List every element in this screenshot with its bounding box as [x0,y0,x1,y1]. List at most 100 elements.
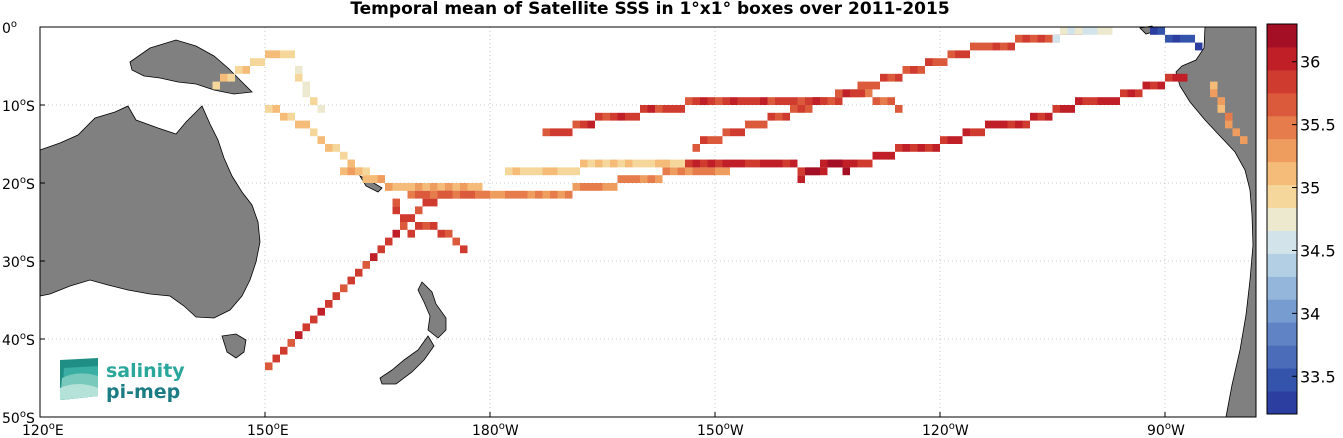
sss-cell [617,159,625,168]
sss-cell [475,190,483,199]
sss-cell [565,128,573,137]
logo-wave-icon [60,358,98,400]
sss-cell [797,105,805,113]
sss-cell [617,112,625,121]
sss-cell [602,112,610,121]
sss-cell [610,159,618,168]
sss-cell [1142,81,1150,90]
lat-tick-label: 50oS [2,409,35,427]
sss-cell [572,167,580,176]
sss-cell [1180,34,1188,43]
land-masses [39,25,1257,418]
sss-cell [535,190,543,199]
sss-cell [857,159,865,168]
colorbar-segment [1267,161,1297,186]
sss-cell [925,144,933,152]
sss-cell [482,190,490,199]
new-zealand-north-island [417,281,447,339]
sss-cell [445,190,453,199]
sss-cell [452,237,460,246]
sss-cell [422,190,430,199]
sss-cell [347,167,355,176]
sss-cell [715,167,723,176]
sss-cell [925,58,933,66]
sss-cell [970,42,978,51]
sss-cell [407,190,415,199]
sss-cell [377,175,385,183]
sss-cell [760,120,768,129]
sss-cell [317,307,325,316]
sss-cell [1217,97,1225,105]
sss-cell [617,175,625,183]
sss-cell [685,97,693,105]
sss-cell [610,112,618,121]
sss-cell [857,89,865,98]
sss-cell [700,167,708,176]
sss-cell [557,190,565,199]
sss-cell [775,112,783,121]
colorbar: 33.5 34 34.5 35 35.5 36 [1266,23,1336,415]
colorbar-tick-label: 33.5 [1300,367,1336,386]
sss-cell [730,97,738,105]
sss-cell [422,222,430,230]
sss-cell [505,167,513,176]
sss-cell [385,183,393,191]
sss-cell [827,97,835,105]
sss-cell [707,159,715,168]
sss-cell [332,292,340,300]
sss-cell [550,167,558,176]
sss-cell [940,136,948,144]
sss-cell [677,167,685,176]
sss-cell [647,159,655,168]
lon-tick-label: 120oW [922,421,969,438]
sss-cell [715,159,723,168]
sss-cell [1187,34,1195,43]
sss-cell [947,136,955,144]
sss-cell [1150,27,1158,35]
sss-cell [497,190,505,199]
sss-cell [340,151,348,160]
sss-cell [602,183,610,191]
sss-cell [797,97,805,105]
sss-cell [662,167,670,176]
sss-cell [580,183,588,191]
colorbar-tick-label: 34 [1300,304,1320,323]
lat-tick-label: 20oS [2,175,35,193]
sss-cell [692,97,700,105]
sss-cell [962,50,970,59]
sss-cell [917,66,925,74]
sss-cell [355,268,363,277]
sss-cell [415,222,423,230]
sss-cell [857,81,865,90]
sss-cell [775,159,783,168]
sss-cell [1060,105,1068,113]
sss-cell [685,159,693,168]
sss-cell [842,167,850,176]
sss-cell [752,159,760,168]
sss-cell [955,50,963,59]
sss-cell [595,183,603,191]
sss-cell [467,190,475,199]
sss-cell [520,167,528,176]
sss-cell [722,159,730,168]
sss-cell [985,120,993,129]
sss-cell [805,105,813,113]
sss-cell [520,190,528,199]
sss-cell [880,151,888,160]
sss-cell [362,261,370,269]
sss-cell [790,97,798,105]
sss-cell [355,167,363,176]
sss-cell [1052,105,1060,113]
sss-cell [625,159,633,168]
logo-text-line1: salinity [106,360,185,382]
sss-cell [640,159,648,168]
sss-cell [1172,73,1180,82]
sss-cell [842,159,850,168]
sss-cell [1030,112,1038,121]
sss-cell [692,159,700,168]
sss-cell [820,159,828,168]
sss-cell [475,183,483,191]
sss-cell [272,354,280,363]
australia-landmass [39,105,261,319]
sss-cell [535,167,543,176]
